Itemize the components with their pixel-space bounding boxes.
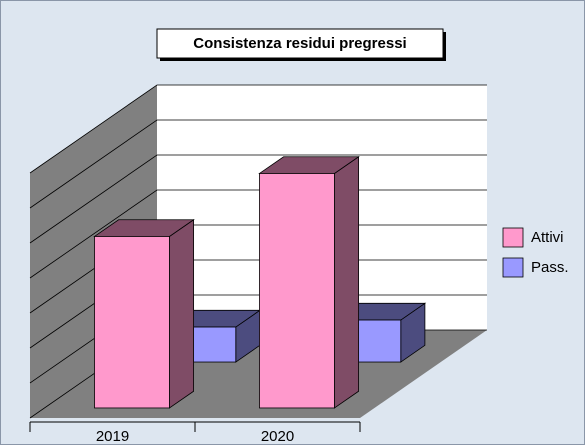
x-tick-label: 2020 bbox=[261, 428, 294, 445]
legend-label: Attivi bbox=[531, 229, 564, 246]
bar bbox=[94, 236, 170, 409]
legend-label: Pass. bbox=[531, 259, 569, 276]
grid-line bbox=[29, 154, 487, 244]
legend-swatch bbox=[502, 227, 524, 248]
legend-swatch bbox=[502, 257, 524, 278]
grid-line bbox=[29, 189, 487, 279]
bar bbox=[259, 173, 335, 409]
grid-line bbox=[29, 84, 487, 174]
bar-side bbox=[169, 218, 195, 409]
x-tick-label: 2019 bbox=[96, 428, 129, 445]
chart-title: Consistenza residui pregressi bbox=[193, 35, 406, 52]
title-box bbox=[156, 28, 444, 59]
grid-line bbox=[29, 119, 487, 209]
bar-side bbox=[334, 155, 360, 409]
